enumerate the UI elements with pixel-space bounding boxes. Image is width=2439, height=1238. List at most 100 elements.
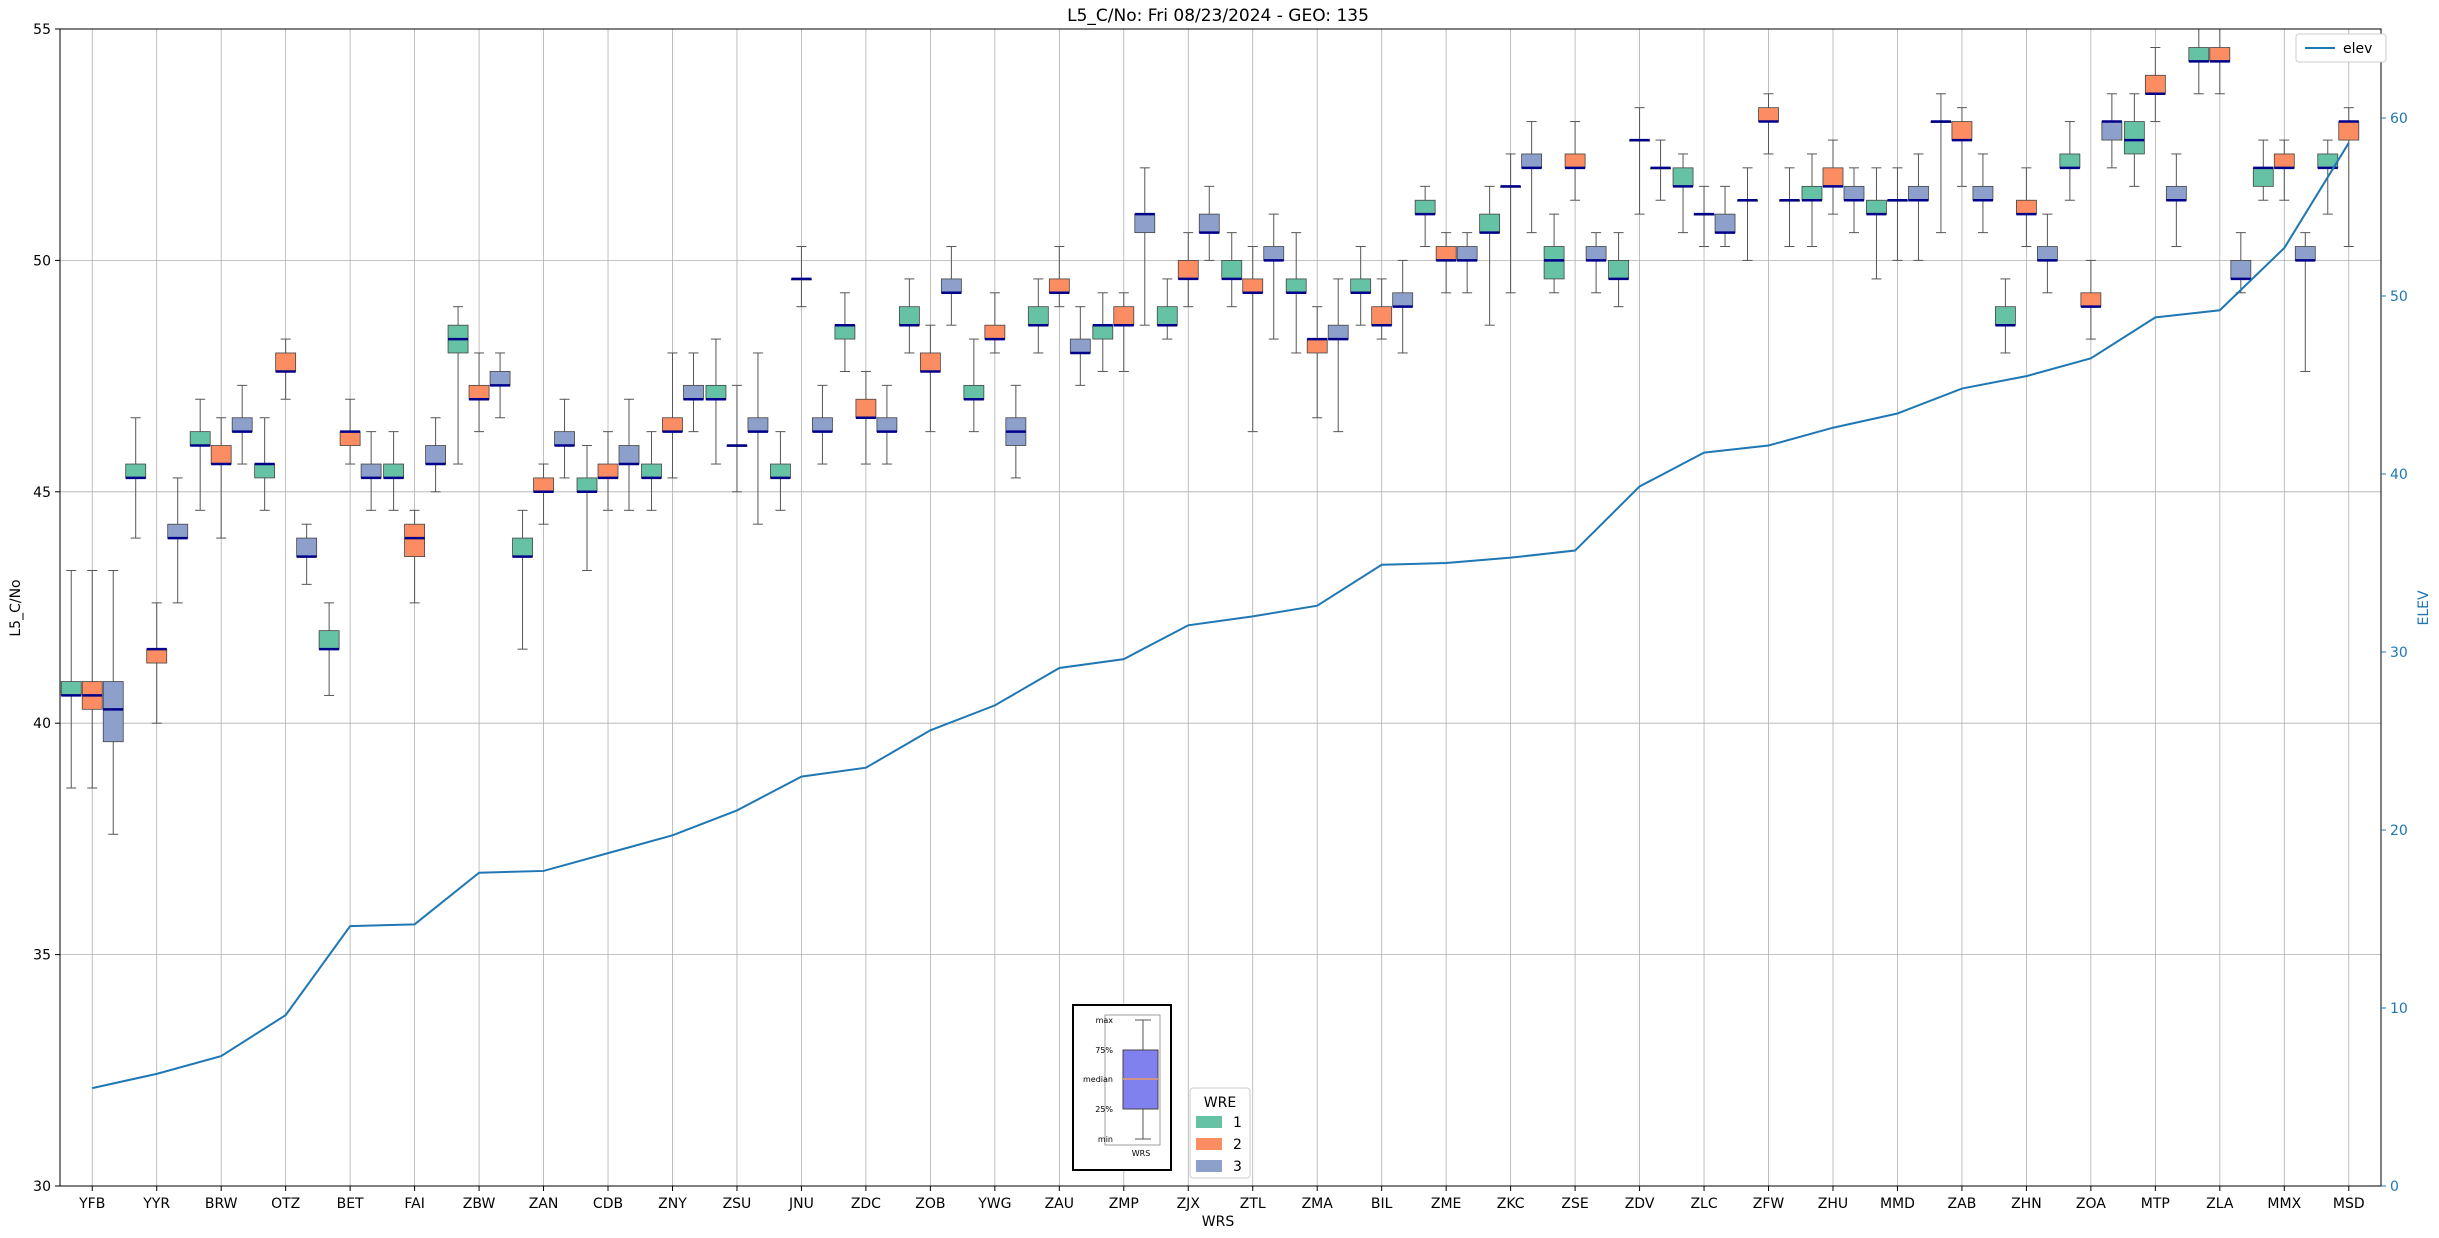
wre-legend-3: 3	[1233, 1159, 1242, 1175]
ytick-label-35: 35	[33, 948, 51, 964]
ytick-label-50: 50	[33, 253, 51, 269]
key-label-median: median	[1083, 1075, 1113, 1084]
box-iqr	[2230, 259, 2252, 280]
box-YWG-wre1	[963, 338, 985, 433]
box-iqr	[1714, 213, 1736, 234]
y-axis-label: L5_C/No	[8, 579, 24, 636]
box-iqr	[770, 463, 791, 479]
box-iqr	[1371, 306, 1393, 326]
box-MSD-wre2	[2338, 107, 2360, 248]
box-iqr	[641, 463, 662, 479]
box-ZBW-wre2	[468, 352, 490, 433]
box-YWG-wre2	[984, 292, 1006, 354]
axes	[55, 28, 2386, 1191]
box-JNU-wre3	[812, 384, 833, 465]
box-ZLC-wre2	[1693, 185, 1715, 248]
xtick-label-ZHU: ZHU	[1818, 1196, 1848, 1212]
box-ZJX-wre3	[1198, 185, 1220, 261]
box-iqr	[1392, 292, 1414, 308]
xtick-label-MMD: MMD	[1880, 1196, 1915, 1212]
box-iqr	[2016, 199, 2037, 215]
box-iqr	[425, 445, 446, 465]
xtick-label-JNU: JNU	[788, 1196, 814, 1212]
box-ZLA-wre2	[2209, 28, 2231, 95]
box-iqr	[1221, 259, 1243, 280]
box-MTP-wre2	[2144, 47, 2166, 123]
box-iqr	[683, 384, 704, 400]
box-ZOB-wre2	[919, 324, 941, 433]
xtick-label-ZNY: ZNY	[658, 1196, 687, 1212]
xtick-label-MTP: MTP	[2141, 1196, 2170, 1212]
box-iqr	[125, 463, 147, 479]
box-iqr	[1608, 259, 1629, 280]
box-ZDV-wre3	[1650, 139, 1671, 201]
box-iqr	[1327, 324, 1349, 340]
box-iqr	[984, 324, 1006, 340]
box-CDB-wre2	[597, 431, 619, 511]
box-iqr	[360, 463, 382, 479]
box-BIL-wre3	[1392, 259, 1414, 354]
box-ZAU-wre1	[1027, 278, 1049, 354]
box-ZHN-wre1	[1995, 278, 2016, 354]
box-ZAU-wre2	[1048, 246, 1070, 308]
xtick-label-ZJX: ZJX	[1177, 1196, 1201, 1212]
xtick-label-OTZ: OTZ	[271, 1196, 300, 1212]
box-iqr	[1908, 185, 1929, 201]
box-YFB-wre3	[102, 569, 124, 835]
box-iqr	[339, 431, 361, 446]
box-iqr	[1092, 324, 1114, 340]
box-iqr	[1866, 199, 1887, 215]
box-iqr	[2338, 121, 2360, 141]
box-BRW-wre1	[189, 398, 211, 511]
box-ZNY-wre2	[662, 352, 683, 479]
box-iqr	[146, 648, 168, 664]
box-ZLC-wre3	[1714, 185, 1736, 248]
box-iqr	[1585, 246, 1607, 261]
box-iqr	[1564, 153, 1586, 169]
box-iqr	[662, 417, 683, 433]
xtick-label-ZOA: ZOA	[2076, 1196, 2106, 1212]
box-iqr	[1242, 278, 1264, 294]
xtick-label-ZHN: ZHN	[2011, 1196, 2042, 1212]
box-iqr	[898, 306, 920, 326]
box-OTZ-wre3	[296, 523, 318, 585]
key-xlabel: WRS	[1132, 1149, 1151, 1158]
box-ZDC-wre3	[876, 384, 898, 465]
box-iqr	[834, 324, 856, 340]
xtick-label-ZLA: ZLA	[2206, 1196, 2234, 1212]
box-iqr	[468, 384, 490, 400]
box-MMD-wre2	[1887, 167, 1908, 261]
box-ZTL-wre1	[1221, 232, 1243, 308]
box-iqr	[1069, 338, 1091, 354]
box-ZAU-wre3	[1069, 306, 1091, 386]
box-ZBW-wre3	[489, 352, 511, 419]
box-ZKC-wre1	[1479, 185, 1501, 326]
box-iqr	[1822, 167, 1844, 187]
xtick-label-BET: BET	[337, 1196, 364, 1212]
box-iqr	[489, 371, 511, 386]
elevation-line	[92, 142, 2350, 1090]
box-iqr	[1350, 278, 1372, 294]
box-iqr	[1027, 306, 1049, 326]
box-iqr	[812, 417, 833, 433]
box-ZLC-wre1	[1672, 153, 1694, 234]
box-MMX-wre1	[2252, 139, 2274, 201]
box-BRW-wre3	[231, 384, 253, 465]
box-iqr	[1951, 121, 1973, 141]
box-CDB-wre3	[618, 398, 640, 511]
box-iqr	[576, 477, 598, 493]
box-iqr	[1521, 153, 1543, 169]
box-CDB-wre1	[576, 445, 598, 571]
xtick-label-MMX: MMX	[2267, 1196, 2301, 1212]
box-iqr	[2165, 185, 2187, 201]
box-iqr	[2294, 246, 2316, 261]
box-ZSU-wre2	[726, 384, 748, 493]
xtick-label-ZAN: ZAN	[529, 1196, 559, 1212]
box-iqr	[1263, 246, 1285, 261]
box-iqr	[1048, 278, 1070, 294]
xtick-label-ZSE: ZSE	[1561, 1196, 1588, 1212]
box-iqr	[1972, 185, 1994, 201]
box-ZSE-wre3	[1585, 232, 1607, 294]
box-ZMP-wre3	[1134, 167, 1156, 326]
